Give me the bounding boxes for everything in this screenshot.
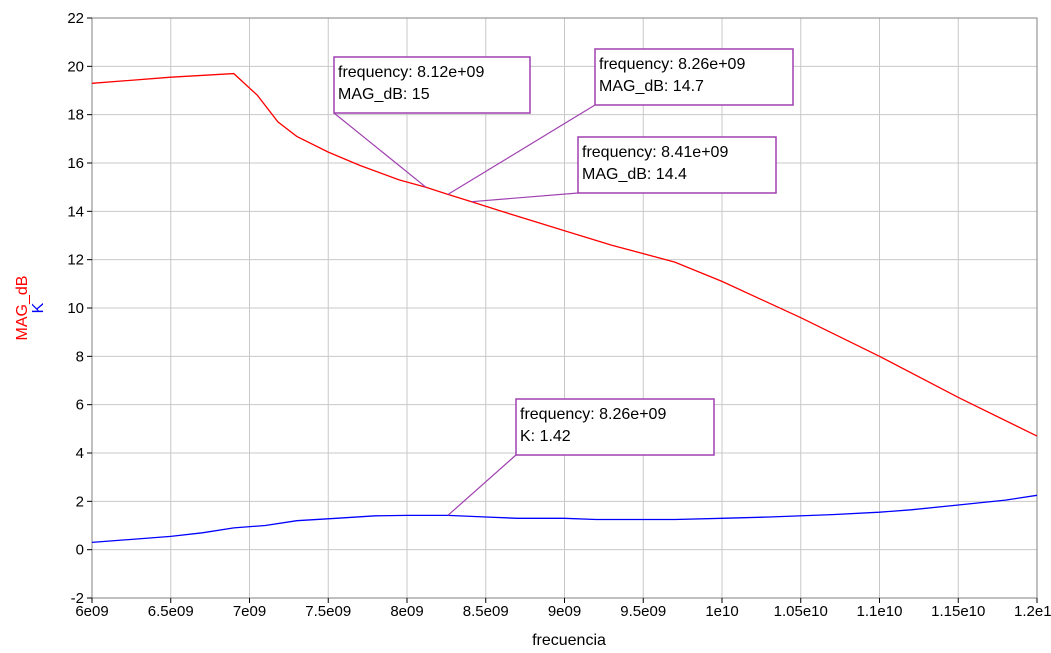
series-line-mag-db xyxy=(91,72,1038,437)
x-tick-label: 1.15e10 xyxy=(931,603,985,620)
marker-text: MAG_dB: 15 xyxy=(338,86,430,103)
y-tick-label: 0 xyxy=(76,542,84,559)
series-line-k xyxy=(91,494,1038,544)
marker-text: MAG_dB: 14.4 xyxy=(582,166,687,183)
x-axis-label: frecuencia xyxy=(532,632,606,649)
y-tick-label: -2 xyxy=(71,590,84,607)
x-tick-label: 9e09 xyxy=(548,603,581,620)
x-tick-label: 6.5e09 xyxy=(148,603,194,620)
marker-leader-line xyxy=(447,104,596,195)
marker-text: frequency: 8.26e+09 xyxy=(520,406,666,423)
marker-box xyxy=(333,56,531,114)
y-axis-label-mag-db: MAG_dB xyxy=(14,276,31,341)
y-tick-label: 4 xyxy=(76,445,84,462)
y-tick-label: 2 xyxy=(76,493,84,510)
y-axis-label: MAG_dB K xyxy=(14,276,47,341)
marker-box xyxy=(577,136,777,194)
y-axis-label-k: K xyxy=(30,302,47,313)
x-tick-label: 8e09 xyxy=(390,603,423,620)
x-tick-label: 1e10 xyxy=(705,603,738,620)
marker-annotation: frequency: 8.26e+09 K: 1.42 xyxy=(447,398,715,516)
marker-text: MAG_dB: 14.7 xyxy=(599,78,704,95)
marker-annotation: frequency: 8.41e+09 MAG_dB: 14.4 xyxy=(471,136,777,203)
marker-leader-line xyxy=(333,112,427,188)
x-tick-label: 1.05e10 xyxy=(774,603,828,620)
x-tick-label: 1.1e10 xyxy=(857,603,903,620)
x-tick-label: 8.5e09 xyxy=(463,603,509,620)
marker-box xyxy=(515,398,715,456)
series-lines xyxy=(91,72,1038,544)
y-tick-label: 8 xyxy=(76,348,84,365)
marker-text: frequency: 8.41e+09 xyxy=(582,144,728,161)
y-tick-label: 16 xyxy=(67,155,84,172)
x-tick-label: 7.5e09 xyxy=(305,603,351,620)
x-tick-label: 1.2e10 xyxy=(1014,603,1051,620)
x-tick-label: 9.5e09 xyxy=(620,603,666,620)
marker-text: frequency: 8.26e+09 xyxy=(599,56,745,73)
y-tick-label: 6 xyxy=(76,397,84,414)
y-tick-label: 12 xyxy=(67,252,84,269)
marker-leader-line xyxy=(447,454,517,516)
x-tick-label: 6e09 xyxy=(75,603,108,620)
x-tick-label: 7e09 xyxy=(233,603,266,620)
y-axis-ticks: -2 0 2 4 6 8 10 12 14 16 18 20 22 xyxy=(67,10,92,607)
y-tick-label: 10 xyxy=(67,300,84,317)
marker-box xyxy=(594,48,794,106)
y-tick-label: 20 xyxy=(67,58,84,75)
marker-annotation: frequency: 8.26e+09 MAG_dB: 14.7 xyxy=(447,48,794,195)
y-tick-label: 22 xyxy=(67,10,84,27)
y-tick-label: 18 xyxy=(67,107,84,124)
marker-annotation: frequency: 8.12e+09 MAG_dB: 15 xyxy=(333,56,531,188)
marker-leader-line xyxy=(471,192,579,203)
marker-text: frequency: 8.12e+09 xyxy=(338,64,484,81)
marker-text: K: 1.42 xyxy=(520,428,571,445)
y-tick-label: 14 xyxy=(67,203,84,220)
x-axis-ticks: 6e09 6.5e09 7e09 7.5e09 8e09 8.5e09 9e09 9.5e09… xyxy=(75,598,1051,620)
